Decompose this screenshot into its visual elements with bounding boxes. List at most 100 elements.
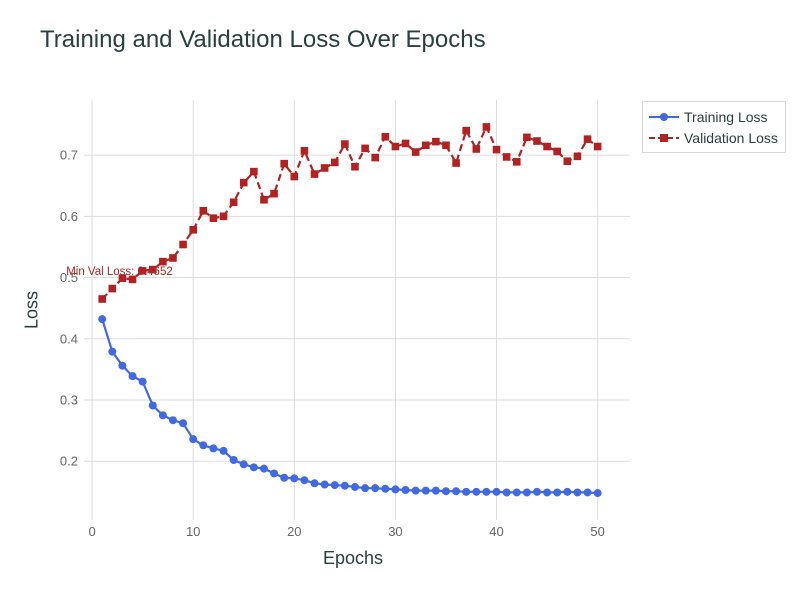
data-point[interactable] bbox=[179, 419, 188, 428]
data-point[interactable] bbox=[118, 274, 127, 282]
data-point[interactable] bbox=[108, 284, 117, 293]
data-point[interactable] bbox=[432, 137, 440, 146]
data-point[interactable] bbox=[553, 488, 562, 497]
data-point[interactable] bbox=[320, 480, 329, 489]
data-point[interactable] bbox=[462, 487, 471, 496]
data-point[interactable] bbox=[533, 137, 541, 145]
data-point[interactable] bbox=[290, 172, 299, 181]
data-point[interactable] bbox=[270, 189, 278, 198]
data-point[interactable] bbox=[128, 275, 137, 284]
data-point[interactable] bbox=[280, 159, 288, 168]
data-point[interactable] bbox=[239, 178, 248, 187]
data-point[interactable] bbox=[502, 153, 511, 161]
data-point[interactable] bbox=[138, 267, 147, 275]
data-point[interactable] bbox=[98, 315, 107, 324]
data-point[interactable] bbox=[259, 464, 268, 473]
data-point[interactable] bbox=[441, 487, 450, 496]
data-point[interactable] bbox=[280, 473, 289, 482]
data-point[interactable] bbox=[341, 140, 349, 148]
data-point[interactable] bbox=[189, 225, 197, 234]
data-point[interactable] bbox=[381, 132, 390, 141]
data-point[interactable] bbox=[421, 141, 430, 150]
data-point[interactable] bbox=[492, 145, 501, 154]
data-point[interactable] bbox=[361, 484, 370, 493]
data-point[interactable] bbox=[290, 474, 299, 483]
data-point[interactable] bbox=[452, 487, 461, 496]
data-point[interactable] bbox=[563, 487, 572, 496]
data-point[interactable] bbox=[98, 295, 106, 303]
data-point[interactable] bbox=[199, 441, 208, 450]
data-point[interactable] bbox=[138, 377, 147, 386]
data-point[interactable] bbox=[583, 135, 592, 143]
data-point[interactable] bbox=[351, 162, 359, 171]
data-point[interactable] bbox=[209, 214, 218, 222]
data-point[interactable] bbox=[350, 482, 359, 491]
data-point[interactable] bbox=[128, 372, 137, 381]
data-point[interactable] bbox=[452, 159, 460, 167]
data-point[interactable] bbox=[229, 198, 238, 207]
data-point[interactable] bbox=[472, 487, 481, 496]
data-point[interactable] bbox=[361, 144, 369, 153]
data-point[interactable] bbox=[543, 142, 551, 151]
data-point[interactable] bbox=[270, 469, 279, 478]
data-point[interactable] bbox=[532, 487, 541, 496]
data-point[interactable] bbox=[148, 401, 157, 410]
data-point[interactable] bbox=[563, 157, 572, 166]
data-point[interactable] bbox=[523, 133, 531, 142]
data-point[interactable] bbox=[482, 487, 491, 496]
data-point[interactable] bbox=[199, 207, 208, 215]
data-point[interactable] bbox=[502, 488, 511, 497]
data-point[interactable] bbox=[411, 148, 420, 156]
data-point[interactable] bbox=[148, 265, 157, 274]
data-point[interactable] bbox=[371, 484, 380, 493]
data-point[interactable] bbox=[310, 170, 319, 178]
data-point[interactable] bbox=[249, 463, 258, 472]
data-point[interactable] bbox=[411, 486, 420, 495]
data-point[interactable] bbox=[462, 126, 470, 135]
data-point[interactable] bbox=[512, 158, 521, 166]
data-point[interactable] bbox=[239, 460, 248, 469]
data-point[interactable] bbox=[330, 158, 339, 167]
data-point[interactable] bbox=[431, 486, 440, 495]
data-point[interactable] bbox=[300, 476, 309, 485]
data-point[interactable] bbox=[381, 484, 390, 493]
data-point[interactable] bbox=[573, 152, 582, 161]
data-point[interactable] bbox=[401, 139, 410, 148]
data-point[interactable] bbox=[573, 488, 582, 497]
data-point[interactable] bbox=[250, 167, 258, 176]
data-point[interactable] bbox=[583, 488, 592, 497]
data-point[interactable] bbox=[371, 153, 379, 162]
data-point[interactable] bbox=[310, 479, 319, 488]
data-point[interactable] bbox=[553, 147, 561, 156]
legend-item-validation[interactable]: Validation Loss bbox=[649, 128, 778, 148]
data-point[interactable] bbox=[108, 347, 117, 356]
data-point[interactable] bbox=[189, 435, 198, 444]
data-point[interactable] bbox=[260, 195, 268, 204]
data-point[interactable] bbox=[391, 142, 400, 151]
data-point[interactable] bbox=[169, 254, 177, 262]
data-point[interactable] bbox=[219, 446, 228, 455]
data-point[interactable] bbox=[391, 485, 400, 494]
data-point[interactable] bbox=[300, 147, 309, 155]
data-point[interactable] bbox=[593, 142, 602, 151]
data-point[interactable] bbox=[229, 456, 238, 464]
data-point[interactable] bbox=[179, 240, 187, 249]
data-point[interactable] bbox=[320, 164, 329, 172]
data-point[interactable] bbox=[168, 416, 177, 425]
data-point[interactable] bbox=[118, 361, 127, 370]
data-point[interactable] bbox=[492, 487, 501, 496]
data-point[interactable] bbox=[159, 257, 167, 266]
data-point[interactable] bbox=[401, 486, 410, 494]
data-point[interactable] bbox=[158, 411, 167, 420]
data-point[interactable] bbox=[442, 141, 450, 150]
data-point[interactable] bbox=[482, 123, 491, 131]
data-point[interactable] bbox=[522, 488, 531, 497]
data-point[interactable] bbox=[330, 481, 339, 490]
data-point[interactable] bbox=[209, 444, 218, 453]
data-point[interactable] bbox=[543, 488, 552, 497]
data-point[interactable] bbox=[593, 489, 602, 498]
legend-item-training[interactable]: Training Loss bbox=[649, 107, 768, 127]
data-point[interactable] bbox=[472, 145, 481, 153]
data-point[interactable] bbox=[340, 481, 349, 490]
data-point[interactable] bbox=[512, 488, 521, 497]
